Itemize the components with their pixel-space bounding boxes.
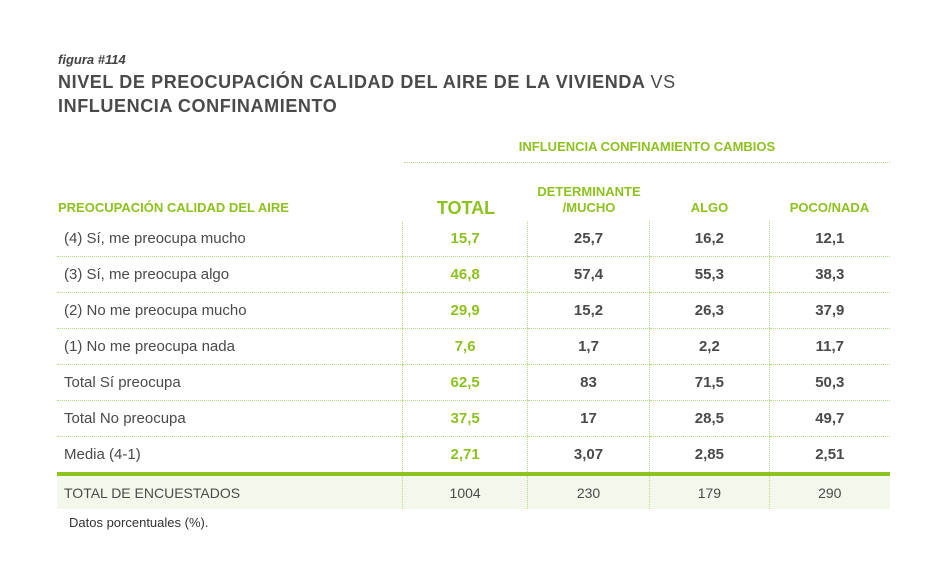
cell-value: 3,07 <box>526 436 650 476</box>
cell-value: 17 <box>526 400 650 437</box>
footnote: Datos porcentuales (%). <box>69 515 209 530</box>
cell-value: 26,3 <box>649 292 770 329</box>
cell-value: 57,4 <box>526 256 650 293</box>
cell-value: 25,7 <box>526 221 650 257</box>
table-row: Total No preocupa 37,5 17 28,5 49,7 <box>57 400 890 437</box>
cell-value: 46,8 <box>402 256 528 293</box>
cell-value: 50,3 <box>768 364 890 401</box>
cell-value: 290 <box>768 474 890 509</box>
table-row: Total Sí preocupa 62,5 83 71,5 50,3 <box>57 364 890 401</box>
cell-value: 11,7 <box>768 328 890 365</box>
cell-value: 179 <box>649 474 770 509</box>
cell-value: 38,3 <box>768 256 890 293</box>
header-determinante-2: /MUCHO <box>562 200 616 215</box>
row-label: (1) No me preocupa nada <box>57 328 403 365</box>
cell-value: 49,7 <box>768 400 890 437</box>
cell-value: 1004 <box>402 474 528 509</box>
row-label: Media (4-1) <box>57 436 403 476</box>
page-title: NIVEL DE PREOCUPACIÓN CALIDAD DEL AIRE D… <box>58 70 676 118</box>
title-second: INFLUENCIA CONFINAMIENTO <box>58 96 338 116</box>
data-table: (4) Sí, me preocupa mucho 15,7 25,7 16,2 12,… <box>57 221 890 509</box>
cell-value: 15,7 <box>402 221 528 257</box>
table-row: Media (4-1) 2,71 3,07 2,85 2,51 <box>57 436 890 476</box>
cell-value: 1,7 <box>526 328 650 365</box>
table-row: (4) Sí, me preocupa mucho 15,7 25,7 16,2 12,… <box>57 221 890 257</box>
cell-value: 15,2 <box>526 292 650 329</box>
row-label: (2) No me preocupa mucho <box>57 292 403 329</box>
table-row: (1) No me preocupa nada 7,6 1,7 2,2 11,7 <box>57 328 890 365</box>
cell-value: 2,85 <box>649 436 770 476</box>
title-vs: VS <box>650 72 676 92</box>
cell-value: 230 <box>526 474 650 509</box>
cell-value: 28,5 <box>649 400 770 437</box>
cell-value: 16,2 <box>649 221 770 257</box>
cell-value: 12,1 <box>768 221 890 257</box>
cell-value: 62,5 <box>402 364 528 401</box>
cell-value: 55,3 <box>649 256 770 293</box>
table-row: TOTAL DE ENCUESTADOS 1004 230 179 290 <box>57 474 890 509</box>
title-main: NIVEL DE PREOCUPACIÓN CALIDAD DEL AIRE D… <box>58 72 645 92</box>
row-label: Total Sí preocupa <box>57 364 403 401</box>
header-total: TOTAL <box>436 198 496 218</box>
cell-value: 7,6 <box>402 328 528 365</box>
cell-value: 83 <box>526 364 650 401</box>
row-label: (4) Sí, me preocupa mucho <box>57 221 403 257</box>
header-determinante: DETERMINANTE/MUCHO <box>528 176 650 216</box>
cell-value: 71,5 <box>649 364 770 401</box>
cell-value: 37,5 <box>402 400 528 437</box>
header-determinante-1: DETERMINANTE <box>537 184 641 199</box>
table-row: (3) Sí, me preocupa algo 46,8 57,4 55,3 38,3 <box>57 256 890 293</box>
row-label: Total No preocupa <box>57 400 403 437</box>
table-row: (2) No me preocupa mucho 29,9 15,2 26,3 37,9 <box>57 292 890 329</box>
row-label: TOTAL DE ENCUESTADOS <box>57 474 403 509</box>
header-algo: ALGO <box>690 200 729 215</box>
row-label: (3) Sí, me preocupa algo <box>57 256 403 293</box>
group-header: INFLUENCIA CONFINAMIENTO CAMBIOS <box>404 139 890 163</box>
cell-value: 2,71 <box>402 436 528 476</box>
cell-value: 2,51 <box>768 436 890 476</box>
header-poco-nada: POCO/NADA <box>789 200 870 215</box>
figure-number: figura #114 <box>58 52 126 67</box>
cell-value: 37,9 <box>768 292 890 329</box>
header-label: PREOCUPACIÓN CALIDAD DEL AIRE <box>58 200 289 215</box>
cell-value: 29,9 <box>402 292 528 329</box>
cell-value: 2,2 <box>649 328 770 365</box>
